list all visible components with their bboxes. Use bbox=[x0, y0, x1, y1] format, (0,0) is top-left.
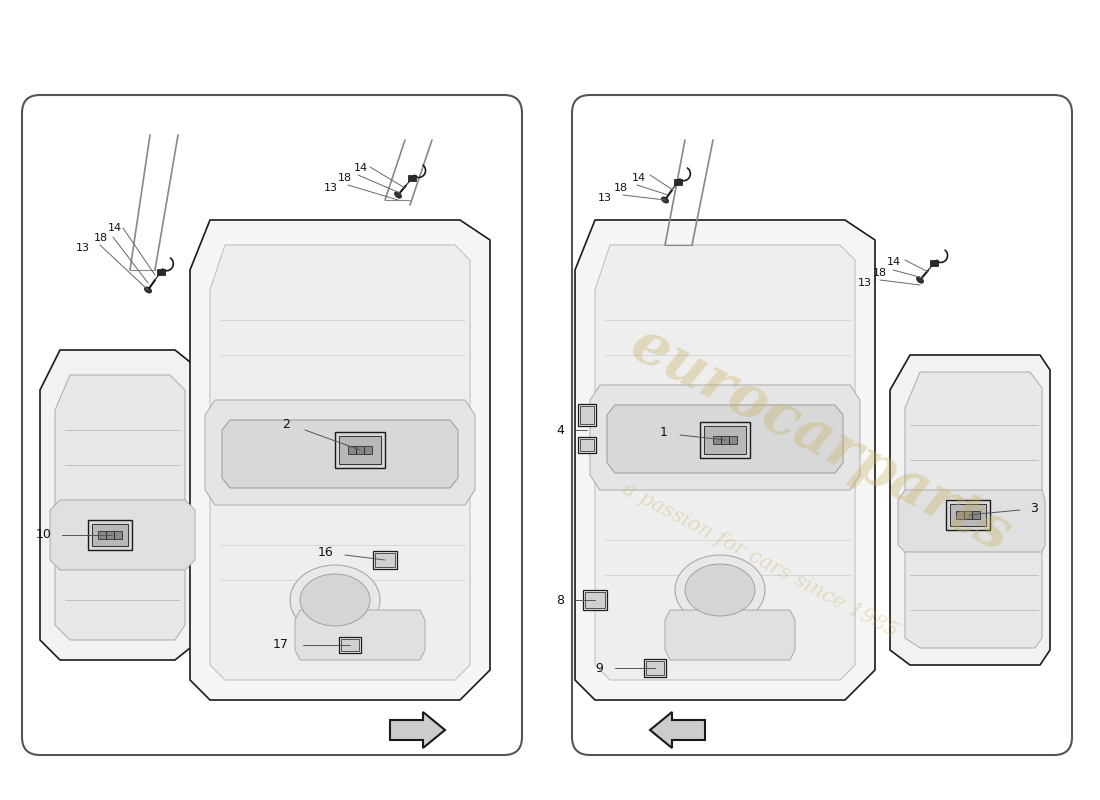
Polygon shape bbox=[408, 175, 416, 181]
Ellipse shape bbox=[685, 564, 755, 616]
Text: 13: 13 bbox=[858, 278, 872, 288]
Polygon shape bbox=[700, 422, 750, 458]
Polygon shape bbox=[931, 260, 938, 266]
Bar bbox=[114, 531, 122, 539]
Polygon shape bbox=[156, 269, 165, 275]
Polygon shape bbox=[650, 712, 705, 748]
Polygon shape bbox=[590, 385, 860, 490]
Text: 17: 17 bbox=[273, 638, 289, 651]
Polygon shape bbox=[595, 245, 855, 680]
Polygon shape bbox=[50, 500, 195, 570]
Polygon shape bbox=[390, 712, 446, 748]
Polygon shape bbox=[88, 520, 132, 550]
FancyBboxPatch shape bbox=[572, 95, 1072, 755]
Polygon shape bbox=[578, 437, 596, 453]
Text: 2: 2 bbox=[282, 418, 290, 431]
Polygon shape bbox=[580, 406, 594, 424]
Text: 18: 18 bbox=[338, 173, 352, 183]
Text: 3: 3 bbox=[1030, 502, 1038, 514]
Bar bbox=[348, 446, 356, 454]
Text: 13: 13 bbox=[76, 243, 90, 253]
Polygon shape bbox=[339, 436, 381, 464]
Polygon shape bbox=[336, 432, 385, 468]
Polygon shape bbox=[580, 439, 594, 451]
Text: 13: 13 bbox=[598, 193, 612, 203]
Polygon shape bbox=[898, 490, 1045, 552]
Bar bbox=[972, 511, 980, 519]
Polygon shape bbox=[295, 610, 425, 660]
Bar bbox=[106, 531, 114, 539]
Polygon shape bbox=[575, 220, 875, 700]
Text: 8: 8 bbox=[556, 594, 564, 606]
Polygon shape bbox=[585, 592, 605, 608]
Polygon shape bbox=[890, 355, 1050, 665]
Polygon shape bbox=[644, 659, 666, 677]
Text: 14: 14 bbox=[631, 173, 646, 183]
Text: 14: 14 bbox=[354, 163, 368, 173]
Polygon shape bbox=[373, 551, 397, 569]
Text: 13: 13 bbox=[324, 183, 338, 193]
Text: eurocarparts: eurocarparts bbox=[620, 316, 1020, 564]
Text: 18: 18 bbox=[94, 233, 108, 243]
Polygon shape bbox=[704, 426, 746, 454]
Text: 9: 9 bbox=[595, 662, 603, 674]
Polygon shape bbox=[190, 220, 490, 700]
Polygon shape bbox=[673, 179, 682, 185]
Ellipse shape bbox=[300, 574, 370, 626]
Ellipse shape bbox=[916, 277, 924, 283]
Ellipse shape bbox=[144, 287, 152, 293]
Polygon shape bbox=[646, 661, 664, 675]
Text: a passion for cars since 1985: a passion for cars since 1985 bbox=[619, 479, 901, 641]
Text: 14: 14 bbox=[887, 257, 901, 267]
Bar bbox=[720, 436, 729, 444]
Bar bbox=[956, 511, 964, 519]
Polygon shape bbox=[92, 524, 128, 546]
Polygon shape bbox=[950, 504, 986, 526]
FancyBboxPatch shape bbox=[22, 95, 522, 755]
Polygon shape bbox=[40, 350, 200, 660]
Polygon shape bbox=[666, 610, 795, 660]
Ellipse shape bbox=[290, 565, 380, 635]
Polygon shape bbox=[583, 590, 607, 610]
Text: 4: 4 bbox=[557, 423, 564, 437]
Polygon shape bbox=[339, 637, 361, 653]
Bar bbox=[729, 436, 737, 444]
Polygon shape bbox=[341, 639, 359, 651]
Polygon shape bbox=[222, 420, 458, 488]
Bar bbox=[964, 511, 972, 519]
Polygon shape bbox=[375, 553, 395, 567]
Polygon shape bbox=[210, 245, 470, 680]
Bar bbox=[356, 446, 364, 454]
Bar bbox=[364, 446, 372, 454]
Ellipse shape bbox=[661, 197, 669, 203]
Bar bbox=[713, 436, 721, 444]
Polygon shape bbox=[55, 375, 185, 640]
Polygon shape bbox=[607, 405, 843, 473]
Text: 16: 16 bbox=[317, 546, 333, 558]
Text: 1: 1 bbox=[660, 426, 668, 438]
Bar bbox=[98, 531, 106, 539]
Text: 18: 18 bbox=[873, 268, 887, 278]
Polygon shape bbox=[205, 400, 475, 505]
Polygon shape bbox=[946, 500, 990, 530]
Text: 10: 10 bbox=[36, 529, 52, 542]
Ellipse shape bbox=[395, 192, 402, 198]
Polygon shape bbox=[905, 372, 1042, 648]
Polygon shape bbox=[578, 404, 596, 426]
Text: 18: 18 bbox=[614, 183, 628, 193]
Ellipse shape bbox=[675, 555, 764, 625]
Text: 14: 14 bbox=[108, 223, 122, 233]
